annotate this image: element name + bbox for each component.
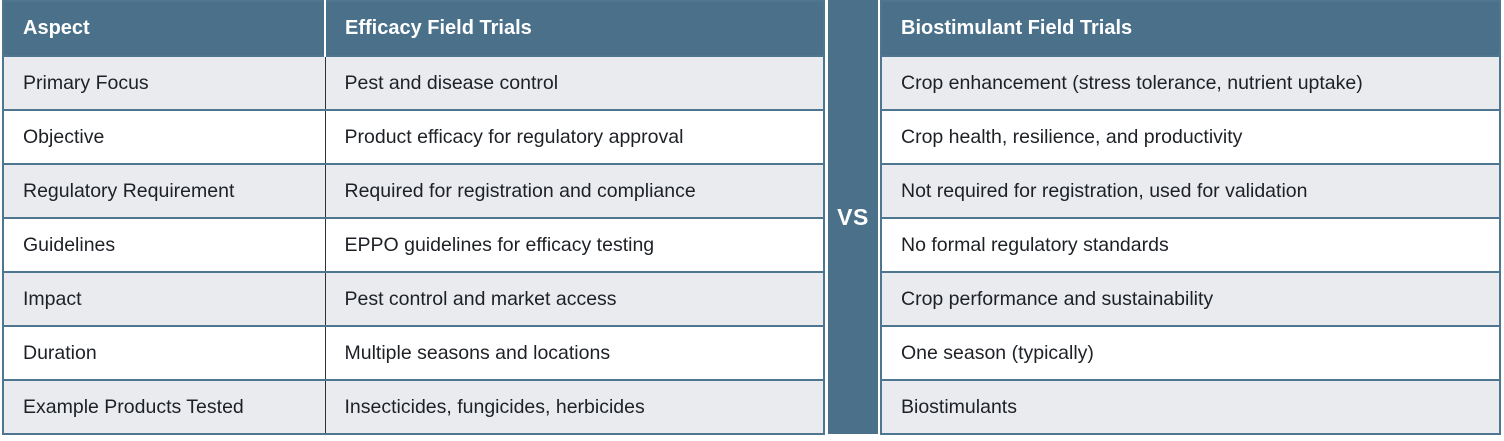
table-row: Example Products Tested Insecticides, fu… bbox=[3, 379, 824, 434]
table-row: One season (typically) bbox=[881, 325, 1500, 380]
table-row: Crop performance and sustainability bbox=[881, 271, 1500, 326]
aspect-cell: Objective bbox=[3, 109, 325, 164]
table-row: Crop health, resilience, and productivit… bbox=[881, 109, 1500, 164]
table-row: Biostimulants bbox=[881, 379, 1500, 434]
aspect-cell: Impact bbox=[3, 271, 325, 326]
biostimulant-table: Biostimulant Field Trials Crop enhanceme… bbox=[880, 0, 1501, 435]
efficacy-table: Aspect Efficacy Field Trials Primary Foc… bbox=[2, 0, 825, 435]
table-row: Not required for registration, used for … bbox=[881, 163, 1500, 218]
aspect-cell: Guidelines bbox=[3, 217, 325, 272]
biostimulant-cell: No formal regulatory standards bbox=[881, 217, 1500, 272]
aspect-cell: Duration bbox=[3, 325, 325, 380]
biostimulant-cell: Not required for registration, used for … bbox=[881, 163, 1500, 218]
efficacy-column-header: Efficacy Field Trials bbox=[324, 1, 824, 56]
table-row: Regulatory Requirement Required for regi… bbox=[3, 163, 824, 218]
efficacy-cell: Pest control and market access bbox=[324, 271, 824, 326]
aspect-cell: Primary Focus bbox=[3, 55, 325, 110]
aspect-column-header: Aspect bbox=[3, 1, 325, 56]
table-row: Duration Multiple seasons and locations bbox=[3, 325, 824, 380]
biostimulant-cell: Crop health, resilience, and productivit… bbox=[881, 109, 1500, 164]
table-row: Primary Focus Pest and disease control bbox=[3, 55, 824, 110]
efficacy-cell: Pest and disease control bbox=[324, 55, 824, 110]
table-row: Objective Product efficacy for regulator… bbox=[3, 109, 824, 164]
table-row: Guidelines EPPO guidelines for efficacy … bbox=[3, 217, 824, 272]
table-row: No formal regulatory standards bbox=[881, 217, 1500, 272]
aspect-cell: Regulatory Requirement bbox=[3, 163, 325, 218]
efficacy-cell: Insecticides, fungicides, herbicides bbox=[324, 379, 824, 434]
biostimulant-column-header: Biostimulant Field Trials bbox=[881, 1, 1500, 56]
table-row: Impact Pest control and market access bbox=[3, 271, 824, 326]
biostimulant-cell: Biostimulants bbox=[881, 379, 1500, 434]
table-row: Crop enhancement (stress tolerance, nutr… bbox=[881, 55, 1500, 110]
header-row: Aspect Efficacy Field Trials bbox=[3, 1, 824, 56]
header-row: Biostimulant Field Trials bbox=[881, 1, 1500, 56]
aspect-cell: Example Products Tested bbox=[3, 379, 325, 434]
efficacy-cell: Product efficacy for regulatory approval bbox=[324, 109, 824, 164]
biostimulant-cell: Crop performance and sustainability bbox=[881, 271, 1500, 326]
efficacy-cell: EPPO guidelines for efficacy testing bbox=[324, 217, 824, 272]
vs-label: VS bbox=[837, 203, 869, 230]
biostimulant-cell: One season (typically) bbox=[881, 325, 1500, 380]
vs-divider: VS bbox=[828, 0, 878, 434]
biostimulant-cell: Crop enhancement (stress tolerance, nutr… bbox=[881, 55, 1500, 110]
efficacy-cell: Required for registration and compliance bbox=[324, 163, 824, 218]
efficacy-cell: Multiple seasons and locations bbox=[324, 325, 824, 380]
